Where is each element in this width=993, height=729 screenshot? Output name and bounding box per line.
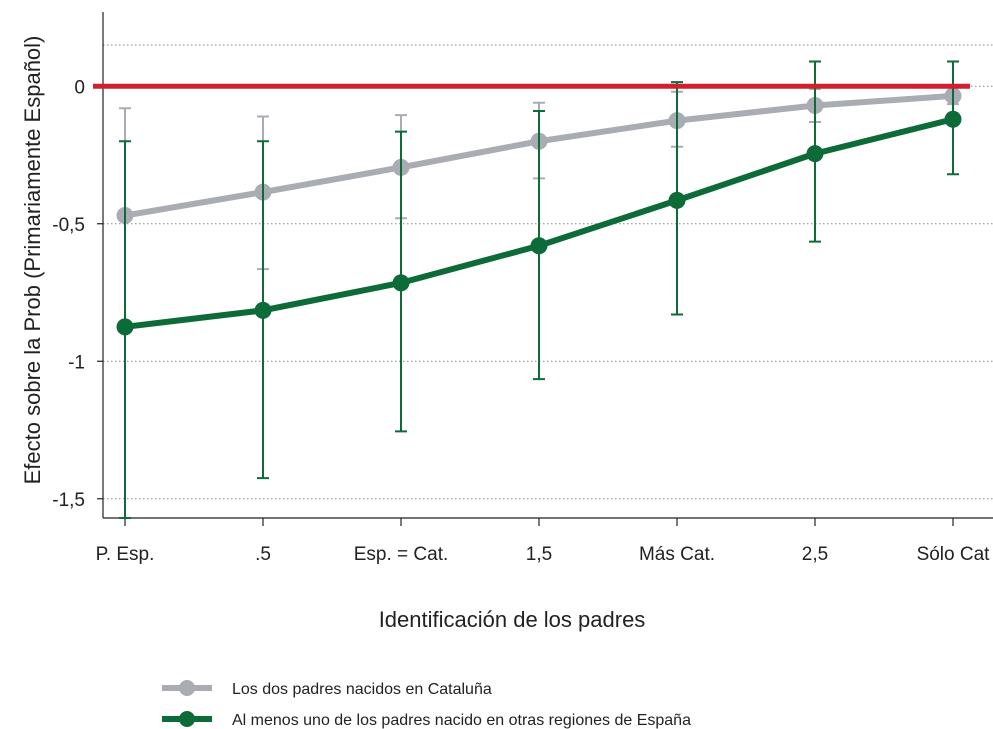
data-point — [392, 274, 410, 292]
data-point — [806, 145, 824, 163]
y-tick-label: 0 — [74, 77, 85, 98]
series-1 — [116, 60, 962, 519]
y-tick-label: -0,5 — [52, 215, 85, 236]
legend-label: Al menos uno de los padres nacido en otr… — [232, 712, 691, 729]
x-axis-title: Identificación de los padres — [379, 607, 646, 632]
data-point — [116, 318, 134, 336]
x-tick-label: Sólo Cat — [917, 544, 991, 565]
y-tick-label: -1,5 — [52, 490, 85, 511]
y-tick-label: -1 — [68, 352, 85, 373]
y-ticks: 0 -0,5 -1 -1,5 — [52, 77, 103, 511]
x-tick-label: P. Esp. — [96, 544, 155, 565]
data-point — [668, 191, 686, 209]
data-point — [944, 110, 962, 128]
legend-swatch-marker — [179, 711, 195, 727]
series — [93, 60, 970, 519]
legend-swatch-marker — [179, 680, 195, 696]
x-tick-label: Más Cat. — [639, 544, 715, 565]
gridlines — [103, 44, 993, 500]
legend-item: Los dos padres nacidos en Cataluña — [162, 680, 492, 698]
y-axis-title: Efecto sobre la Prob (Primariamente Espa… — [20, 36, 45, 485]
x-tick-label: Esp. = Cat. — [354, 544, 449, 565]
x-tick-label: 1,5 — [526, 544, 552, 565]
x-tick-label: .5 — [255, 544, 271, 565]
legend-label: Los dos padres nacidos en Cataluña — [232, 681, 492, 698]
data-point — [254, 301, 272, 319]
x-tick-label: 2,5 — [802, 544, 828, 565]
legend: Los dos padres nacidos en Cataluña Al men… — [162, 680, 691, 729]
data-point — [530, 237, 548, 255]
legend-item: Al menos uno de los padres nacido en otr… — [162, 711, 691, 729]
axes — [102, 12, 993, 519]
x-ticks: P. Esp. .5 Esp. = Cat. 1,5 Más Cat. 2,5 Sólo C… — [96, 518, 991, 565]
